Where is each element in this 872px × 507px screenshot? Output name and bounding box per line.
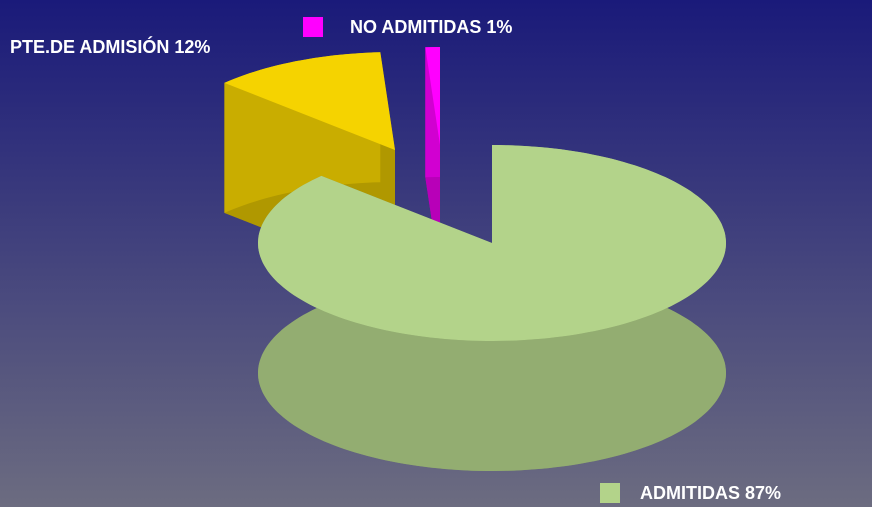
slice-top [224,52,395,151]
slice-label: NO ADMITIDAS 1% [350,17,512,37]
slice-top [258,145,726,341]
slice-top [425,47,440,145]
slice [258,145,726,471]
slice-label: ADMITIDAS 87% [640,483,781,503]
pie [224,47,726,471]
legend-swatch [303,17,323,37]
slice-label: PTE.DE ADMISIÓN 12% [10,36,210,57]
labels: ADMITIDAS 87% PTE.DE ADMISIÓN 12% NO ADMIT… [10,17,781,503]
legend-swatch [600,483,620,503]
